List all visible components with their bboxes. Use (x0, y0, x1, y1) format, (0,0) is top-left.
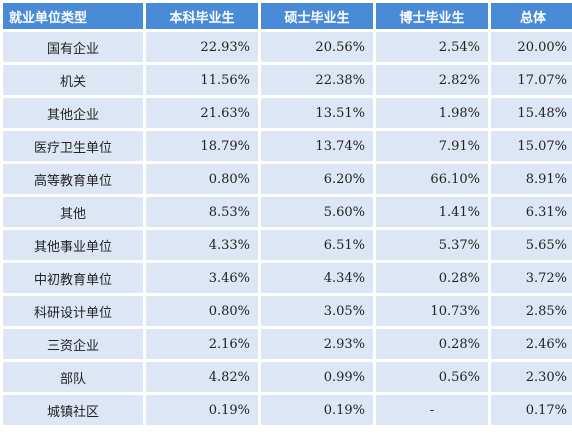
bachelor-cell: 18.79% (146, 131, 258, 161)
unit-type-cell: 中初教育单位 (3, 263, 143, 293)
table-row: 科研设计单位 0.80% 3.05% 10.73% 2.85% (3, 296, 572, 326)
unit-type-cell: 科研设计单位 (3, 296, 143, 326)
header-bachelor: 本科毕业生 (146, 3, 258, 29)
doctor-cell: 10.73% (376, 296, 488, 326)
master-cell: 0.19% (261, 395, 373, 425)
bachelor-cell: 0.80% (146, 296, 258, 326)
table-header-row: 就业单位类型 本科毕业生 硕士毕业生 博士毕业生 总体 (3, 3, 572, 29)
master-cell: 22.38% (261, 65, 373, 95)
master-cell: 4.34% (261, 263, 373, 293)
master-cell: 13.74% (261, 131, 373, 161)
doctor-cell: 0.56% (376, 362, 488, 392)
overall-cell: 5.65% (491, 230, 572, 260)
overall-cell: 6.31% (491, 197, 572, 227)
unit-type-cell: 高等教育单位 (3, 164, 143, 194)
overall-cell: 8.91% (491, 164, 572, 194)
header-unit-type: 就业单位类型 (3, 3, 143, 29)
unit-type-cell: 机关 (3, 65, 143, 95)
overall-cell: 3.72% (491, 263, 572, 293)
doctor-cell: 66.10% (376, 164, 488, 194)
table-row: 部队 4.82% 0.99% 0.56% 2.30% (3, 362, 572, 392)
master-cell: 13.51% (261, 98, 373, 128)
doctor-cell: - (376, 395, 488, 425)
bachelor-cell: 0.80% (146, 164, 258, 194)
doctor-cell: 0.28% (376, 263, 488, 293)
unit-type-cell: 其他事业单位 (3, 230, 143, 260)
overall-cell: 15.48% (491, 98, 572, 128)
header-overall: 总体 (491, 3, 572, 29)
table-row: 其他企业 21.63% 13.51% 1.98% 15.48% (3, 98, 572, 128)
doctor-cell: 1.98% (376, 98, 488, 128)
overall-cell: 2.85% (491, 296, 572, 326)
table-row: 医疗卫生单位 18.79% 13.74% 7.91% 15.07% (3, 131, 572, 161)
unit-type-cell: 其他 (3, 197, 143, 227)
unit-type-cell: 三资企业 (3, 329, 143, 359)
overall-cell: 0.17% (491, 395, 572, 425)
bachelor-cell: 0.19% (146, 395, 258, 425)
overall-cell: 15.07% (491, 131, 572, 161)
bachelor-cell: 3.46% (146, 263, 258, 293)
table-row: 城镇社区 0.19% 0.19% - 0.17% (3, 395, 572, 425)
doctor-cell: 0.28% (376, 329, 488, 359)
bachelor-cell: 4.82% (146, 362, 258, 392)
bachelor-cell: 2.16% (146, 329, 258, 359)
doctor-cell: 2.54% (376, 32, 488, 62)
bachelor-cell: 22.93% (146, 32, 258, 62)
master-cell: 20.56% (261, 32, 373, 62)
table-row: 中初教育单位 3.46% 4.34% 0.28% 3.72% (3, 263, 572, 293)
unit-type-cell: 城镇社区 (3, 395, 143, 425)
table-row: 其他事业单位 4.33% 6.51% 5.37% 5.65% (3, 230, 572, 260)
table-row: 三资企业 2.16% 2.93% 0.28% 2.46% (3, 329, 572, 359)
header-doctor: 博士毕业生 (376, 3, 488, 29)
overall-cell: 20.00% (491, 32, 572, 62)
table-row: 其他 8.53% 5.60% 1.41% 6.31% (3, 197, 572, 227)
table-row: 机关 11.56% 22.38% 2.82% 17.07% (3, 65, 572, 95)
master-cell: 6.51% (261, 230, 373, 260)
unit-type-cell: 医疗卫生单位 (3, 131, 143, 161)
master-cell: 2.93% (261, 329, 373, 359)
bachelor-cell: 4.33% (146, 230, 258, 260)
master-cell: 5.60% (261, 197, 373, 227)
bachelor-cell: 21.63% (146, 98, 258, 128)
employment-unit-table: 就业单位类型 本科毕业生 硕士毕业生 博士毕业生 总体 国有企业 22.93% … (3, 3, 572, 425)
bachelor-cell: 11.56% (146, 65, 258, 95)
overall-cell: 2.30% (491, 362, 572, 392)
bachelor-cell: 8.53% (146, 197, 258, 227)
master-cell: 0.99% (261, 362, 373, 392)
overall-cell: 17.07% (491, 65, 572, 95)
table-row: 高等教育单位 0.80% 6.20% 66.10% 8.91% (3, 164, 572, 194)
overall-cell: 2.46% (491, 329, 572, 359)
doctor-cell: 7.91% (376, 131, 488, 161)
table-row: 国有企业 22.93% 20.56% 2.54% 20.00% (3, 32, 572, 62)
master-cell: 3.05% (261, 296, 373, 326)
unit-type-cell: 国有企业 (3, 32, 143, 62)
unit-type-cell: 部队 (3, 362, 143, 392)
doctor-cell: 2.82% (376, 65, 488, 95)
doctor-cell: 1.41% (376, 197, 488, 227)
unit-type-cell: 其他企业 (3, 98, 143, 128)
doctor-cell: 5.37% (376, 230, 488, 260)
master-cell: 6.20% (261, 164, 373, 194)
header-master: 硕士毕业生 (261, 3, 373, 29)
